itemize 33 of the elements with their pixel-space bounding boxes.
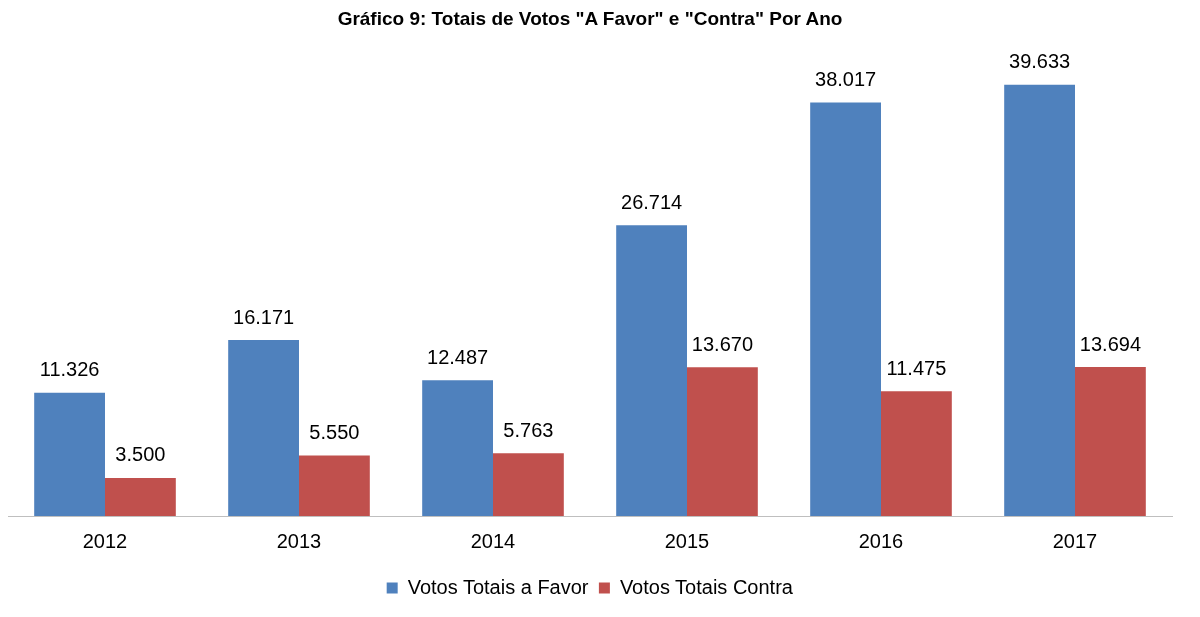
bar [687, 367, 758, 516]
data-label: 13.670 [691, 332, 753, 355]
bar [422, 380, 493, 516]
x-tick-label: 2016 [858, 529, 904, 552]
x-tick-label: 2015 [664, 529, 710, 552]
bar [810, 102, 881, 516]
x-tick-label: 2013 [276, 529, 322, 552]
data-label: 5.763 [503, 418, 554, 441]
bar [493, 453, 564, 516]
data-label: 5.550 [309, 421, 360, 444]
data-label: 11.326 [39, 358, 100, 381]
bar [228, 340, 299, 516]
data-label: 39.633 [1009, 50, 1071, 73]
bar [616, 225, 687, 516]
data-label: 12.487 [427, 345, 489, 368]
data-label: 38.017 [815, 67, 877, 90]
bar [1004, 84, 1075, 516]
bar [1075, 367, 1146, 516]
bar [34, 392, 105, 516]
data-label: 3.500 [115, 443, 166, 466]
legend-label: Votos Totais Contra [619, 575, 794, 598]
bar [105, 477, 176, 516]
legend-label: Votos Totais a Favor [407, 575, 589, 598]
chart-title: Gráfico 9: Totais de Votos "A Favor" e "Contra" Por Ano [337, 7, 843, 29]
x-tick-label: 2014 [470, 529, 516, 552]
bar [881, 391, 952, 516]
data-label: 16.171 [233, 305, 295, 328]
x-tick-label: 2017 [1052, 529, 1098, 552]
bar [299, 455, 370, 516]
data-label: 11.475 [886, 356, 947, 379]
data-label: 26.714 [621, 190, 683, 213]
x-tick-label: 2012 [82, 529, 128, 552]
data-label: 13.694 [1079, 332, 1141, 355]
